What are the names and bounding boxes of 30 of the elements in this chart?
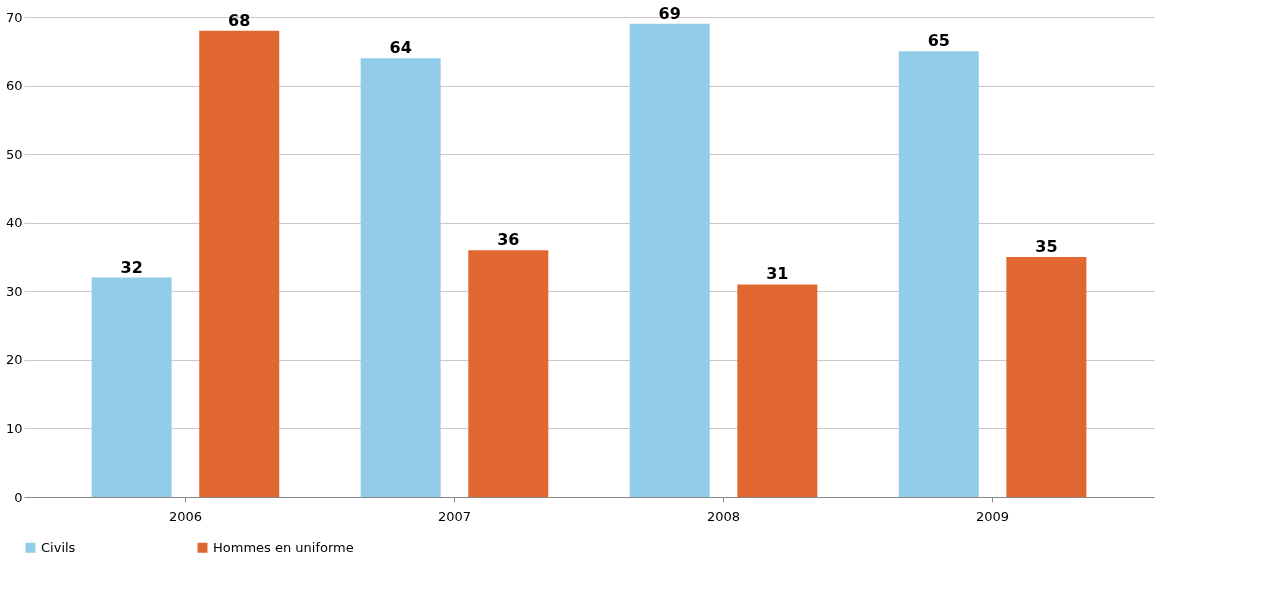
bar [737,284,818,497]
data-label: 36 [497,230,520,250]
data-label: 65 [927,31,950,51]
legend-label: Hommes en uniforme [213,539,354,555]
data-label: 32 [120,257,143,277]
bar [199,30,280,497]
y-tick-label: 10 [5,420,23,436]
data-label: 68 [228,10,251,30]
data-label: 64 [389,38,412,58]
y-tick-label: 50 [5,146,23,162]
bar [360,58,441,497]
bar [629,23,710,497]
x-tick-label: 2006 [168,508,202,524]
data-label: 35 [1035,237,1058,256]
y-tick-label: 70 [5,9,23,25]
bar [898,51,979,497]
x-tick-label: 2007 [437,508,472,524]
data-label: 69 [658,3,681,23]
x-tick-label: 2008 [706,508,741,524]
bar [468,250,549,497]
bar [1006,257,1087,497]
legend-label: Civils [41,539,76,555]
y-tick-label: 0 [14,489,23,505]
x-tick-label: 2009 [976,508,1010,524]
y-tick-label: 30 [5,283,23,299]
y-tick-label: 60 [5,78,23,94]
y-tick-label: 40 [5,215,23,231]
y-tick-label: 20 [5,352,23,368]
data-label: 31 [766,264,789,284]
bar [91,277,172,497]
